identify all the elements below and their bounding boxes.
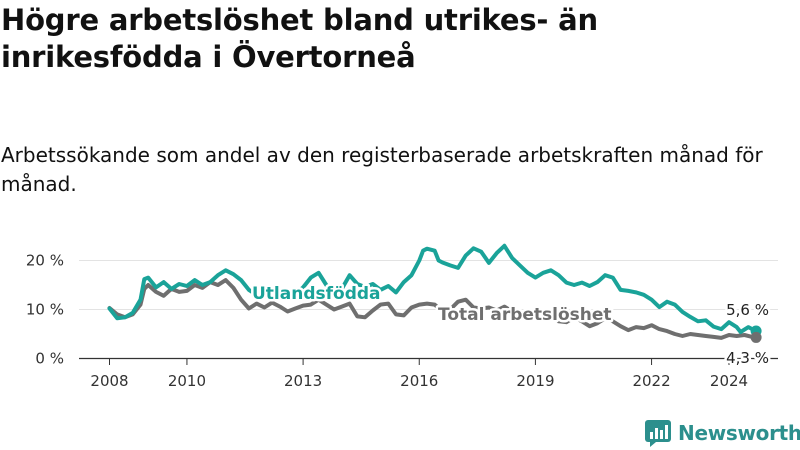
foreign-born-series-line <box>107 243 759 334</box>
x-tick-label: 2019 <box>516 372 554 390</box>
newsworthy-logo: Newsworthy <box>644 419 800 447</box>
x-tick-label: 2022 <box>632 372 670 390</box>
x-tick-label: 2010 <box>168 372 206 390</box>
foreign-born-end-value-label: 5,6 % <box>726 301 769 319</box>
y-tick-label: 0 % <box>35 350 64 368</box>
series-labels: Utlandsfödda Total arbetslöshet 5,6 % 4,3 % <box>250 282 772 370</box>
x-tick-label: 2024 <box>710 372 748 390</box>
newsworthy-logo-text: Newsworthy <box>678 421 800 445</box>
newsworthy-logo-icon <box>645 420 671 447</box>
y-tick-label: 10 % <box>26 301 64 319</box>
chart-title: Högre arbetslöshet bland utrikes- än inr… <box>1 3 598 74</box>
x-tick-label: 2013 <box>284 372 322 390</box>
x-tick-label: 2008 <box>90 372 128 390</box>
total-unemployment-series-label: Total arbetslöshet <box>438 305 612 325</box>
axis-ticks: 0 % 10 % 20 % 2008 2010 2013 2016 2019 2022 2024 <box>26 252 748 391</box>
y-tick-label: 20 % <box>26 252 64 270</box>
foreign-born-series-label: Utlandsfödda <box>252 284 381 304</box>
chart-subtitle: Arbetssökande som andel av den registerb… <box>1 143 763 196</box>
series-lines <box>107 243 762 343</box>
total-unemployment-end-value-label: 4,3 % <box>726 349 769 367</box>
x-tick-label: 2016 <box>400 372 438 390</box>
grid-lines <box>79 260 778 360</box>
total-unemployment-end-point <box>750 331 762 343</box>
